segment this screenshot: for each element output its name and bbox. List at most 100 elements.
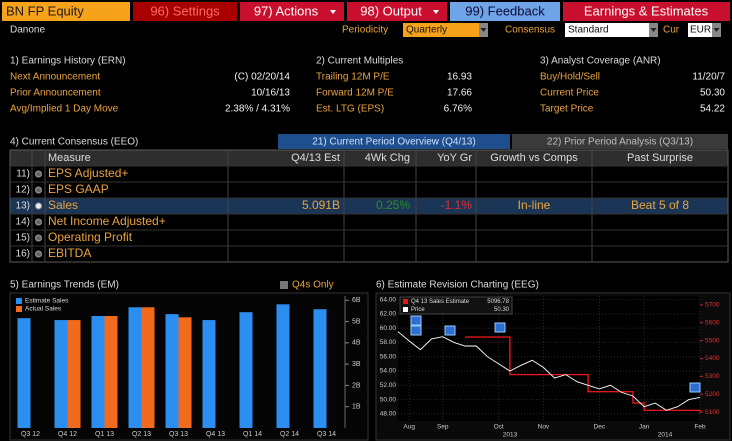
x-tick-label: Q4 13 [206,431,225,438]
year-label: 2014 [658,432,673,439]
y-tick-label: 52.00 [380,382,397,389]
dropdown-value[interactable]: Quarterly [406,25,447,36]
row-number[interactable]: 13) [16,201,30,212]
field-value: 16.93 [447,72,472,83]
toolbar-button-label[interactable]: 96) Settings [150,3,220,18]
toolbar-button[interactable] [240,2,344,21]
field-value: 17.66 [447,88,472,99]
bar [276,304,290,428]
field-value: 50.30 [700,88,725,99]
field-label: Target Price [540,104,594,115]
table-cell: Beat 5 of 8 [631,198,689,212]
toolbar-button[interactable] [450,2,560,21]
legend-label: Actual Sales [25,306,62,313]
row-radio[interactable] [35,202,42,210]
tab[interactable] [512,134,728,149]
legend-swatch [403,307,408,312]
section-title: 4) Current Consensus (EEO) [10,137,138,148]
toolbar-button[interactable] [133,2,237,21]
security-name: Danone [10,25,45,36]
row-radio[interactable] [35,234,42,242]
row-highlight[interactable] [10,198,728,214]
dropdown[interactable] [403,23,479,37]
dropdown-arrow [480,28,487,32]
row-radio[interactable] [35,170,42,178]
legend-label: Price [411,307,425,313]
measure-name[interactable]: Net Income Adjusted+ [48,214,166,228]
bar [202,320,216,428]
row-number[interactable]: 15) [16,233,30,244]
legend-label: Q4 13 Sales Estimate [411,299,470,305]
measure-name[interactable]: EPS GAAP [48,182,109,196]
dropdown-arrow [330,10,336,14]
tab-label[interactable]: 21) Current Period Overview (Q4/13) [312,137,475,148]
year-label: 2013 [503,432,518,439]
measure-name[interactable]: Sales [48,198,78,212]
x-tick-label: Q2 13 [132,431,151,438]
field-value: 10/16/13 [251,88,290,99]
y2-tick-label: 5400 [705,355,720,362]
security-box[interactable] [2,2,130,21]
row-number[interactable]: 14) [16,217,30,228]
measure-name[interactable]: EBITDA [48,246,91,260]
y-tick-label: 48.00 [380,411,397,418]
dropdown-value[interactable]: Standard [568,25,609,36]
checkbox[interactable] [280,281,288,289]
column-header: 4Wk Chg [365,152,410,164]
security-ticker[interactable]: BN FP Equity [6,3,84,18]
tab-active[interactable] [278,134,510,149]
series-line [397,331,701,411]
y2-tick-label: 5300 [705,373,720,380]
x-tick-label: Q3 13 [169,431,188,438]
toolbar-button-label[interactable]: 99) Feedback [465,3,545,18]
table-frame [9,149,729,263]
field-label: Current Price [540,88,599,99]
revision-marker[interactable] [410,315,422,326]
column-header: Growth vs Comps [490,152,578,164]
table-header-bg [10,150,728,166]
table-cell: 5.091B [302,198,340,212]
dropdown[interactable] [688,23,712,37]
dropdown-value[interactable]: EUR [690,25,711,36]
y-tick-label: 3B [352,361,361,368]
x-tick-label: Jan [639,424,650,431]
row-radio[interactable] [35,250,42,258]
y-tick-label: 64.00 [380,296,397,303]
revision-marker[interactable] [494,322,506,333]
bar [67,320,81,428]
row-number[interactable]: 12) [16,185,30,196]
field-value: 54.22 [700,104,725,115]
row-radio[interactable] [35,186,42,194]
dropdown[interactable] [565,23,649,37]
bar [104,316,118,428]
dropdown-arrow [650,28,657,32]
row-number[interactable]: 16) [16,249,30,260]
revision-marker[interactable] [410,325,422,336]
column-header: Past Surprise [627,152,693,164]
measure-name[interactable]: Operating Profit [48,230,133,244]
measure-name[interactable]: EPS Adjusted+ [48,166,128,180]
y2-tick-label: 5200 [705,391,720,398]
legend-value: 5096.78 [487,299,509,305]
bar [91,316,105,428]
toggle-label[interactable]: Q4s Only [292,280,334,291]
field-value: 6.76% [444,104,472,115]
toolbar-button[interactable] [347,2,447,21]
x-tick-label: Q3 14 [317,431,336,438]
row-number[interactable]: 11) [16,169,30,180]
revision-marker[interactable] [444,325,456,336]
y-tick-label: 56.00 [380,353,397,360]
function-box [563,2,730,21]
toolbar-button-label[interactable]: 98) Output [360,3,422,18]
row-radio[interactable] [35,218,42,226]
dropdown-arrow [433,10,439,14]
field-label: Consensus [505,25,555,36]
field-label: Cur [663,25,680,36]
toolbar-button-label[interactable]: 97) Actions [254,3,319,18]
dropdown-arrow [713,28,720,32]
bar [313,309,327,428]
tab-label[interactable]: 22) Prior Period Analysis (Q3/13) [547,137,693,148]
y-tick-label: 4B [352,340,361,347]
revision-marker[interactable] [689,382,701,393]
field-label: Avg/Implied 1 Day Move [10,104,119,115]
